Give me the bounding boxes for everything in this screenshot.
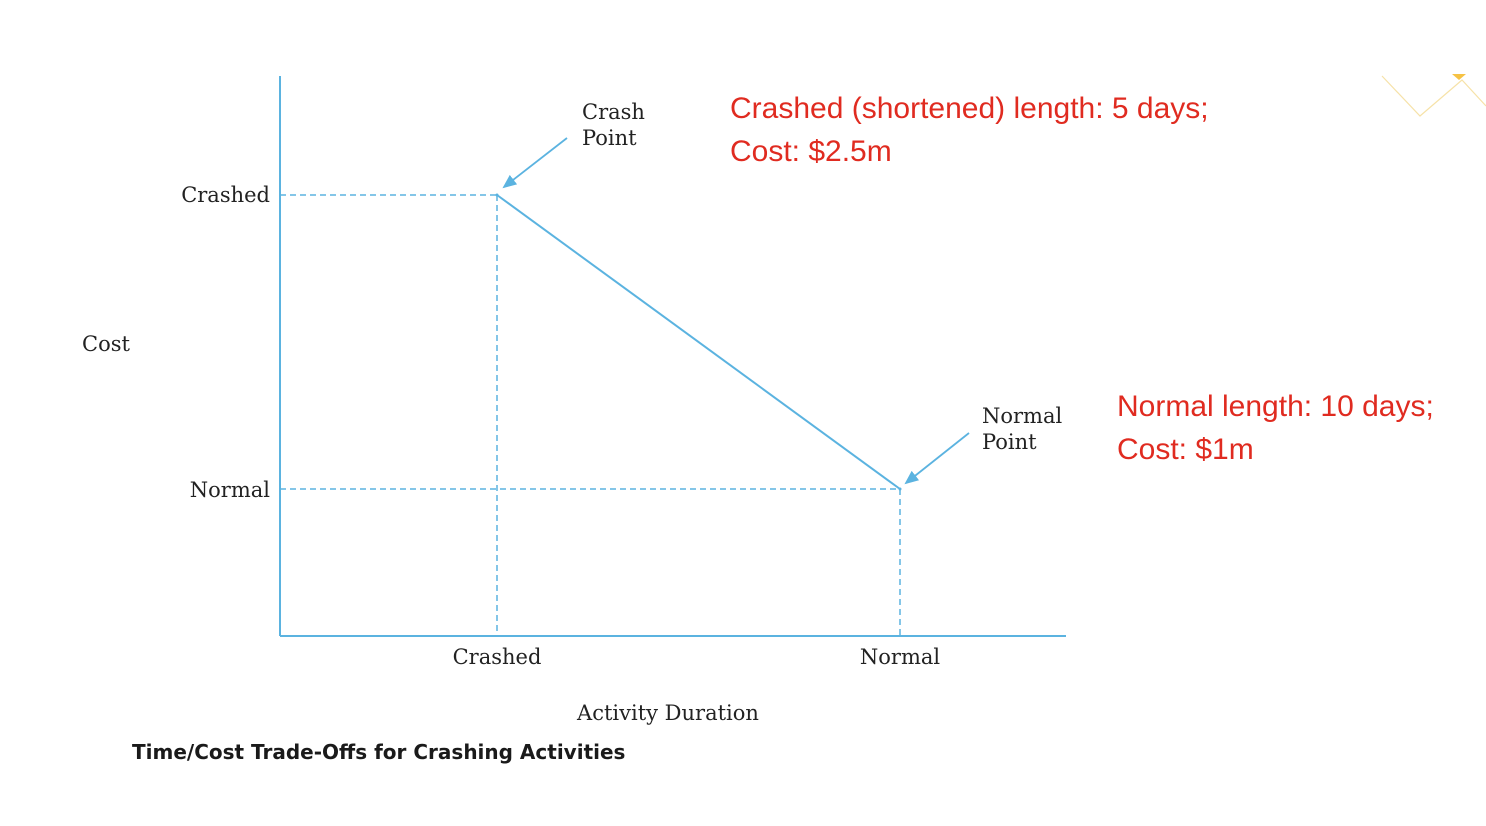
normal-annotation: Normal length: 10 days; Cost: $1m <box>1117 390 1434 466</box>
annotation-line: Cost: $2.5m <box>730 135 892 168</box>
crash-point-arrow-icon <box>502 137 568 189</box>
crash-point-label: Crash Point <box>582 100 645 150</box>
x-tick-label-normal: Normal <box>860 645 940 669</box>
point-label-line: Crash <box>582 100 645 124</box>
x-axis-label: Activity Duration <box>576 701 759 725</box>
point-label-line: Point <box>582 126 637 150</box>
data-point-0 <box>495 193 499 197</box>
normal-point-arrow-icon <box>904 432 970 485</box>
y-tick-label-crashed: Crashed <box>181 183 270 207</box>
annotation-line: Cost: $1m <box>1117 433 1254 466</box>
tradeoff-line <box>496 194 901 490</box>
normal-point-label: Normal Point <box>982 404 1062 454</box>
y-axis-label: Cost <box>82 332 130 356</box>
point-label-line: Point <box>982 430 1037 454</box>
chart-title: Time/Cost Trade-Offs for Crashing Activi… <box>132 740 625 764</box>
annotation-line: Crashed (shortened) length: 5 days; <box>730 92 1209 125</box>
y-tick-label-normal: Normal <box>190 478 270 502</box>
data-point-1 <box>898 487 902 491</box>
annotation-line: Normal length: 10 days; <box>1117 390 1434 423</box>
x-tick-label-crashed: Crashed <box>453 645 542 669</box>
corner-decoration-icon <box>1381 74 1486 117</box>
point-label-line: Normal <box>982 404 1062 428</box>
crash-annotation: Crashed (shortened) length: 5 days; Cost:… <box>730 92 1209 168</box>
